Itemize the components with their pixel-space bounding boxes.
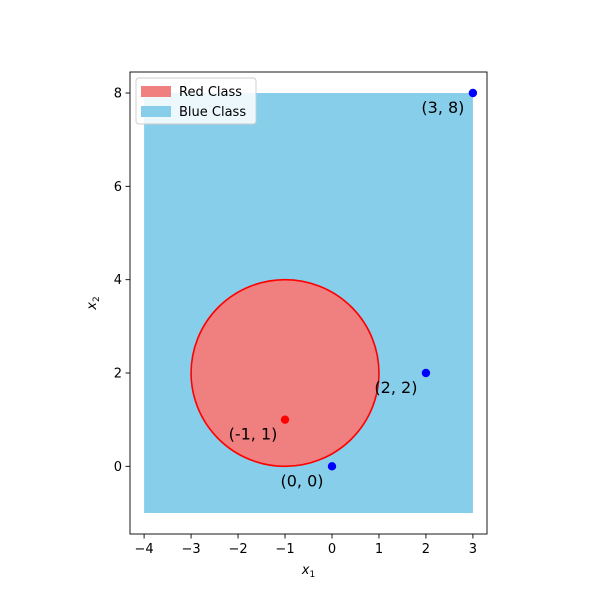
y-tick-label: 6 — [114, 180, 122, 195]
y-tick-label: 4 — [114, 273, 122, 288]
axes: −4 −3 −2 −1 0 1 2 3 0 2 4 6 8 x1 x2 — [85, 71, 488, 580]
x-tick-label: 1 — [375, 542, 383, 557]
x-tick-label: 3 — [469, 542, 477, 557]
point-label: (-1, 1) — [229, 425, 278, 444]
point-label: (3, 8) — [421, 98, 464, 117]
x-axis-label: x1 — [301, 563, 315, 580]
legend-label: Red Class — [179, 85, 242, 100]
x-tick-label: −2 — [228, 542, 247, 557]
y-tick-label: 2 — [114, 367, 122, 382]
y-tick-label: 8 — [114, 87, 122, 102]
x-tick-label: −3 — [181, 542, 200, 557]
x-tick-label: 2 — [422, 542, 430, 557]
y-axis-label: x2 — [85, 296, 102, 310]
legend: Red Class Blue Class — [135, 77, 257, 125]
data-point — [421, 368, 431, 378]
x-tick-label: −4 — [135, 542, 154, 557]
x-tick-label: 0 — [328, 542, 336, 557]
point-label: (2, 2) — [374, 378, 417, 397]
red-class-region — [190, 278, 380, 468]
data-point — [327, 462, 337, 471]
data-point — [280, 415, 290, 424]
x-tick-label: −1 — [275, 542, 294, 557]
legend-swatch — [141, 106, 171, 117]
plot-area: (-1, 1) (0, 0) (2, 2) (3, 8) — [144, 88, 478, 513]
legend-label: Blue Class — [179, 105, 246, 120]
y-tick-label: 0 — [114, 460, 122, 475]
data-point — [468, 88, 478, 98]
point-label: (0, 0) — [280, 471, 323, 490]
axes-frame — [129, 71, 488, 535]
legend-swatch — [141, 86, 171, 97]
